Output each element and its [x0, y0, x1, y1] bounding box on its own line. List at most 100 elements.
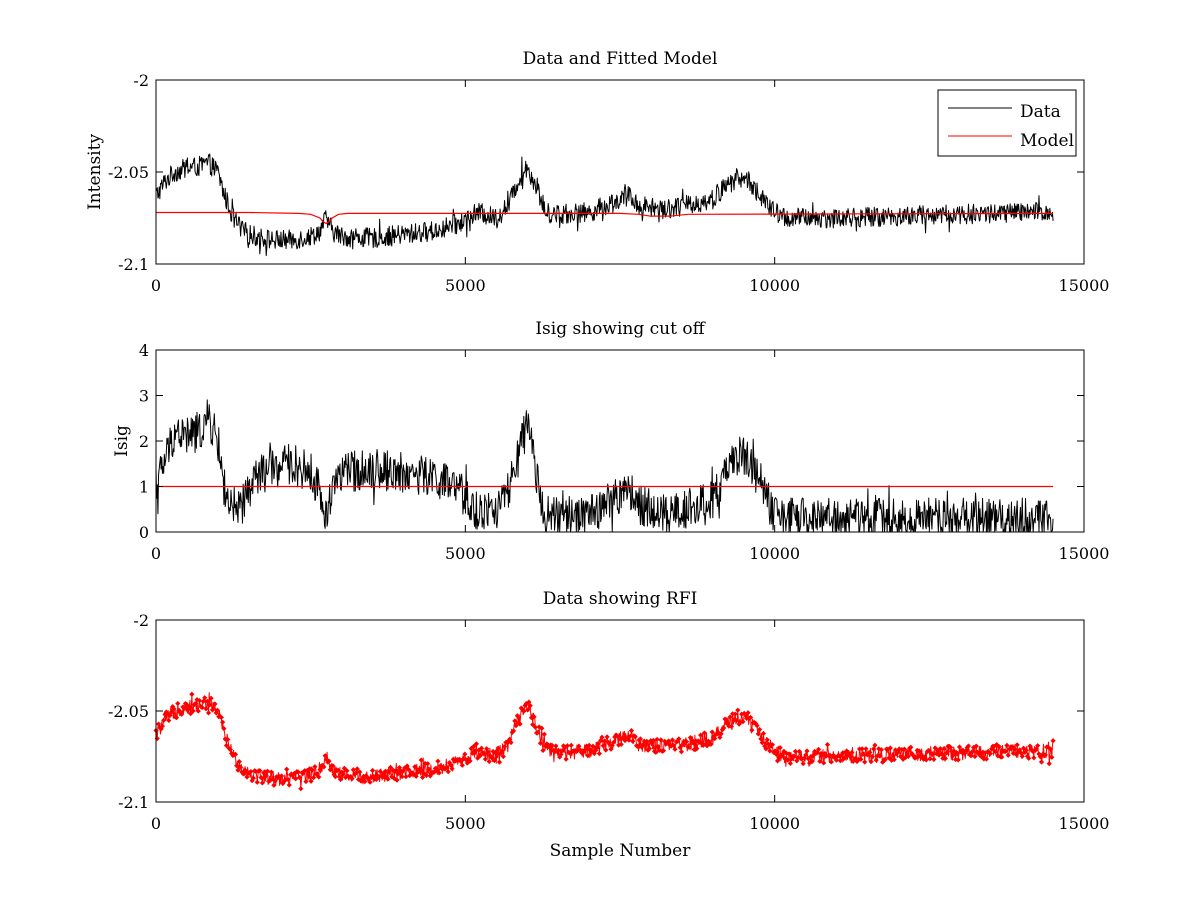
- data-point: [705, 738, 711, 744]
- data-point: [954, 750, 960, 757]
- data-point: [908, 744, 914, 750]
- series-markers: [153, 691, 1056, 792]
- data-point: [992, 748, 998, 755]
- data-point: [810, 752, 817, 758]
- data-point: [876, 746, 882, 752]
- data-point: [600, 743, 606, 749]
- data-point: [796, 748, 802, 755]
- data-point: [817, 758, 823, 764]
- data-point: [458, 758, 464, 765]
- data-point: [162, 711, 168, 718]
- data-point: [765, 741, 772, 747]
- data-point: [248, 769, 254, 775]
- x-tick-label: 0: [151, 276, 161, 295]
- x-tick-label: 5000: [445, 814, 486, 833]
- data-point: [371, 773, 377, 780]
- data-point: [336, 774, 342, 780]
- data-point: [895, 749, 901, 755]
- data-point: [270, 776, 276, 782]
- data-point: [823, 753, 829, 759]
- data-point: [546, 744, 553, 750]
- data-point: [951, 748, 957, 755]
- y-tick-label: 3: [139, 387, 149, 406]
- data-point: [892, 747, 899, 753]
- data-point: [727, 714, 733, 720]
- data-point: [674, 738, 681, 744]
- data-point: [335, 767, 341, 773]
- data-point: [701, 730, 708, 736]
- data-point: [591, 750, 597, 757]
- data-point: [604, 734, 610, 740]
- data-point: [462, 751, 468, 757]
- data-point: [312, 764, 318, 770]
- data-point: [385, 776, 391, 782]
- data-point: [393, 768, 399, 774]
- data-point: [354, 766, 360, 772]
- data-point: [211, 706, 217, 712]
- data-point: [359, 776, 365, 782]
- data-point: [885, 746, 891, 752]
- data-point: [960, 747, 966, 754]
- data-point: [590, 743, 596, 749]
- data-point: [913, 754, 919, 761]
- data-point: [291, 770, 298, 776]
- data-point: [748, 714, 754, 721]
- data-point: [555, 747, 561, 753]
- data-point: [987, 751, 993, 757]
- data-point: [501, 744, 508, 750]
- data-point: [855, 756, 861, 763]
- data-point: [193, 701, 199, 707]
- data-point: [712, 736, 718, 742]
- data-point: [931, 756, 937, 762]
- data-point: [421, 770, 427, 776]
- data-point: [186, 704, 192, 710]
- data-point: [583, 743, 590, 749]
- data-point: [789, 756, 795, 762]
- data-point: [386, 769, 392, 775]
- data-point: [576, 743, 582, 749]
- data-point: [485, 749, 491, 755]
- data-point: [589, 748, 595, 754]
- data-point: [756, 726, 763, 733]
- y-tick-label: -2.1: [118, 255, 149, 274]
- data-point: [824, 741, 831, 748]
- data-point: [449, 766, 455, 772]
- series-layer: [155, 153, 1054, 257]
- data-point: [1015, 749, 1022, 755]
- data-point: [250, 775, 256, 781]
- data-point: [366, 775, 372, 782]
- data-point: [999, 754, 1005, 760]
- data-point: [164, 710, 171, 717]
- data-point: [195, 708, 201, 714]
- data-point: [921, 756, 927, 762]
- series-line-isig: [155, 399, 1054, 533]
- data-point: [243, 768, 249, 774]
- data-point: [955, 757, 961, 763]
- series-layer: [155, 399, 1054, 533]
- data-point: [218, 714, 224, 721]
- data-point: [496, 759, 503, 765]
- data-point: [858, 756, 864, 762]
- series-line-data: [155, 153, 1054, 257]
- data-point: [776, 754, 782, 761]
- data-point: [295, 769, 301, 775]
- y-tick-label: -2: [133, 71, 149, 90]
- data-point: [1019, 753, 1025, 759]
- data-point: [482, 756, 488, 762]
- data-point: [527, 703, 533, 709]
- x-tick-label: 0: [151, 814, 161, 833]
- data-point: [658, 737, 664, 743]
- data-point: [869, 754, 875, 760]
- data-point: [785, 757, 791, 763]
- series-line-model: [156, 211, 1054, 225]
- data-point: [715, 730, 722, 736]
- data-point: [609, 742, 615, 748]
- data-point: [767, 748, 773, 754]
- data-point: [840, 750, 846, 756]
- data-point: [1010, 750, 1016, 756]
- data-point: [268, 769, 274, 775]
- data-point: [671, 742, 677, 749]
- data-point: [923, 757, 929, 763]
- data-point: [1003, 748, 1009, 755]
- data-point: [581, 749, 587, 755]
